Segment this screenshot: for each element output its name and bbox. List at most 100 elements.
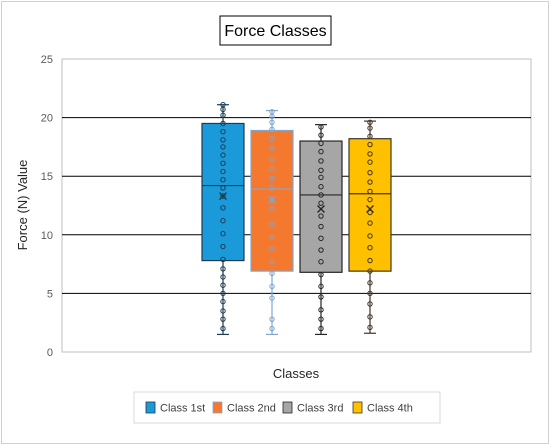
legend-label: Class 1st [160, 403, 205, 415]
data-point [220, 144, 226, 150]
data-point [220, 298, 226, 305]
data-point [318, 140, 324, 147]
data-point [220, 102, 226, 108]
box [348, 138, 392, 272]
gridlines [62, 117, 531, 294]
data-point [269, 135, 275, 142]
data-point [269, 234, 275, 240]
data-point [367, 133, 373, 140]
data-point [318, 192, 324, 198]
data-point [318, 124, 324, 130]
data-point [367, 290, 373, 297]
data-point [318, 148, 324, 155]
data-point [220, 160, 226, 167]
legend-swatch [145, 401, 156, 414]
data-point [367, 301, 373, 307]
data-point [318, 158, 324, 164]
data-point [367, 233, 373, 239]
data-point [269, 109, 275, 115]
data-point [220, 137, 226, 143]
data-point [367, 188, 373, 195]
data-point [269, 119, 275, 125]
mean-marker [366, 205, 374, 214]
data-point [220, 316, 226, 322]
legend-label: Class 2nd [227, 403, 276, 415]
data-point [367, 119, 373, 125]
data-point [318, 247, 324, 253]
data-point [318, 132, 324, 138]
data-point [367, 244, 373, 251]
data-point [318, 167, 324, 174]
legend-label: Class 4th [367, 403, 413, 415]
data-point [220, 193, 226, 199]
data-point [269, 270, 275, 277]
legend-swatch [352, 401, 363, 414]
legend: Class 1st Class 2nd Class 3rd Class 4th [145, 401, 413, 415]
data-point [220, 243, 226, 250]
data-point [220, 230, 226, 237]
data-point [269, 206, 275, 212]
data-point [367, 324, 373, 331]
data-point [269, 295, 275, 301]
data-point [367, 314, 373, 320]
box-group-1 [201, 102, 245, 336]
data-point [269, 196, 275, 203]
data-point [367, 268, 373, 274]
y-tick-label: 25 [41, 54, 53, 66]
chart-title: Force Classes [224, 23, 326, 40]
data-point [318, 307, 324, 313]
y-axis-ticks: 0 5 10 15 20 25 [41, 54, 53, 359]
data-point [220, 256, 226, 263]
data-point [220, 266, 226, 272]
data-point [220, 218, 226, 224]
data-point [220, 177, 226, 183]
data-point [367, 220, 373, 226]
legend-swatch [282, 401, 293, 414]
data-point [269, 166, 275, 172]
data-point [220, 308, 226, 314]
mean-marker [317, 205, 325, 214]
data-point [318, 283, 324, 290]
box-group-3 [299, 124, 343, 336]
legend-label: Class 3rd [297, 403, 343, 415]
data-point [318, 316, 324, 322]
data-point [269, 175, 275, 182]
mean-marker [219, 192, 227, 201]
data-point [318, 223, 324, 230]
data-point [269, 221, 275, 227]
y-axis-title: Force (N) Value [15, 160, 30, 251]
data-point [318, 325, 324, 332]
box [201, 122, 245, 262]
data-point [220, 120, 226, 127]
data-point [318, 213, 324, 219]
data-point [220, 112, 226, 118]
chart-title-box [219, 15, 332, 46]
data-point [269, 126, 275, 133]
data-point [269, 316, 275, 322]
data-point [220, 168, 226, 175]
data-point [318, 259, 324, 265]
data-point [220, 274, 226, 280]
data-point [318, 200, 324, 206]
y-tick-label: 5 [47, 288, 53, 300]
data-point [367, 151, 373, 157]
boxes [201, 102, 392, 336]
data-point [367, 196, 373, 203]
y-tick-label: 10 [41, 230, 53, 242]
data-point [220, 290, 226, 297]
data-point [269, 157, 275, 163]
data-point [367, 169, 373, 176]
data-point [220, 152, 226, 158]
y-tick-label: 20 [41, 113, 53, 125]
data-point [269, 246, 275, 252]
plot-area [61, 58, 532, 353]
data-point [269, 325, 275, 332]
data-point [220, 128, 226, 135]
data-point [367, 257, 373, 264]
data-point [367, 209, 373, 216]
data-point [367, 141, 373, 148]
box [250, 129, 294, 272]
data-point [269, 283, 275, 290]
data-point [367, 159, 373, 165]
